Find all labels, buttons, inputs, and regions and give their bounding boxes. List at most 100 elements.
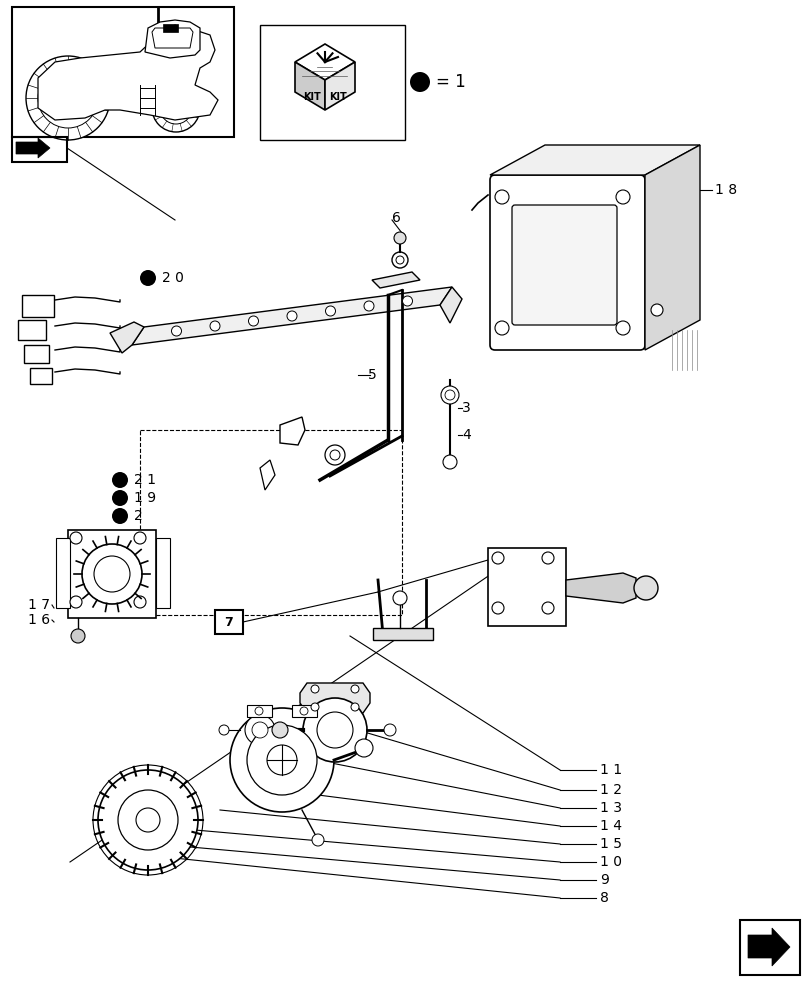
Circle shape <box>139 270 156 286</box>
Text: KIT: KIT <box>328 92 346 102</box>
Text: 1 2: 1 2 <box>599 783 621 797</box>
Circle shape <box>134 596 146 608</box>
Text: 1 0: 1 0 <box>599 855 621 869</box>
Text: 2 1: 2 1 <box>134 473 156 487</box>
Text: 1 4: 1 4 <box>599 819 621 833</box>
Circle shape <box>616 190 629 204</box>
Circle shape <box>325 306 335 316</box>
Circle shape <box>393 232 406 244</box>
Text: 7: 7 <box>225 615 233 629</box>
Polygon shape <box>16 138 50 158</box>
Polygon shape <box>372 628 432 640</box>
Polygon shape <box>163 24 178 32</box>
Circle shape <box>491 602 504 614</box>
Circle shape <box>82 544 142 604</box>
Circle shape <box>443 455 457 469</box>
Polygon shape <box>294 44 354 80</box>
Circle shape <box>169 102 182 114</box>
Circle shape <box>112 508 128 524</box>
Bar <box>24 345 49 363</box>
Bar <box>156 538 169 608</box>
Circle shape <box>329 450 340 460</box>
Circle shape <box>219 725 229 735</box>
Circle shape <box>71 629 85 643</box>
Circle shape <box>495 321 508 335</box>
Circle shape <box>440 386 458 404</box>
Polygon shape <box>440 287 461 323</box>
Text: 1 7: 1 7 <box>28 598 50 612</box>
Text: 9: 9 <box>599 873 608 887</box>
Circle shape <box>495 190 508 204</box>
Text: 1 6: 1 6 <box>28 613 50 627</box>
Bar <box>739 920 799 975</box>
Circle shape <box>54 84 82 112</box>
Polygon shape <box>260 460 275 490</box>
Circle shape <box>324 445 345 465</box>
Polygon shape <box>280 417 305 445</box>
Text: 2 0: 2 0 <box>162 271 183 285</box>
Circle shape <box>491 552 504 564</box>
FancyBboxPatch shape <box>512 205 616 325</box>
Circle shape <box>616 321 629 335</box>
Bar <box>247 705 272 717</box>
Text: 6: 6 <box>392 211 401 225</box>
Polygon shape <box>109 322 144 353</box>
Text: 4: 4 <box>461 428 470 442</box>
Text: 1 9: 1 9 <box>134 491 156 505</box>
Bar <box>260 25 405 140</box>
Circle shape <box>134 532 146 544</box>
Circle shape <box>272 722 288 738</box>
Circle shape <box>311 834 324 846</box>
Circle shape <box>311 685 319 693</box>
Circle shape <box>633 576 657 600</box>
Polygon shape <box>747 928 789 966</box>
Circle shape <box>70 532 82 544</box>
Circle shape <box>363 301 374 311</box>
Text: 1 1: 1 1 <box>599 763 621 777</box>
Bar <box>22 295 54 317</box>
Bar <box>12 137 67 162</box>
Circle shape <box>248 316 258 326</box>
Circle shape <box>384 724 396 736</box>
Text: 5: 5 <box>367 368 376 382</box>
Bar <box>12 7 234 137</box>
Circle shape <box>350 703 358 711</box>
Polygon shape <box>644 145 699 350</box>
Circle shape <box>98 770 198 870</box>
Circle shape <box>247 725 316 795</box>
Circle shape <box>350 685 358 693</box>
Bar <box>30 368 52 384</box>
Text: 1 8: 1 8 <box>714 183 736 197</box>
Circle shape <box>541 602 553 614</box>
Circle shape <box>171 326 182 336</box>
Circle shape <box>303 698 367 762</box>
Circle shape <box>210 321 220 331</box>
Text: 8: 8 <box>599 891 608 905</box>
Polygon shape <box>371 272 419 288</box>
Circle shape <box>299 707 307 715</box>
Polygon shape <box>299 683 370 713</box>
Circle shape <box>286 311 297 321</box>
Circle shape <box>251 722 268 738</box>
Circle shape <box>444 390 454 400</box>
Circle shape <box>94 556 130 592</box>
Polygon shape <box>565 573 635 603</box>
Bar <box>139 430 401 615</box>
Bar <box>56 538 70 608</box>
Circle shape <box>541 552 553 564</box>
Text: 1 5: 1 5 <box>599 837 621 851</box>
Circle shape <box>392 252 407 268</box>
Circle shape <box>112 490 128 506</box>
Circle shape <box>38 68 98 128</box>
Circle shape <box>70 596 82 608</box>
Circle shape <box>160 92 191 124</box>
Bar <box>68 530 156 618</box>
Text: 2: 2 <box>134 509 143 523</box>
Circle shape <box>311 703 319 711</box>
Circle shape <box>402 296 412 306</box>
Bar <box>18 320 46 340</box>
Polygon shape <box>324 62 354 110</box>
Polygon shape <box>489 145 699 175</box>
Circle shape <box>316 712 353 748</box>
Circle shape <box>118 790 178 850</box>
